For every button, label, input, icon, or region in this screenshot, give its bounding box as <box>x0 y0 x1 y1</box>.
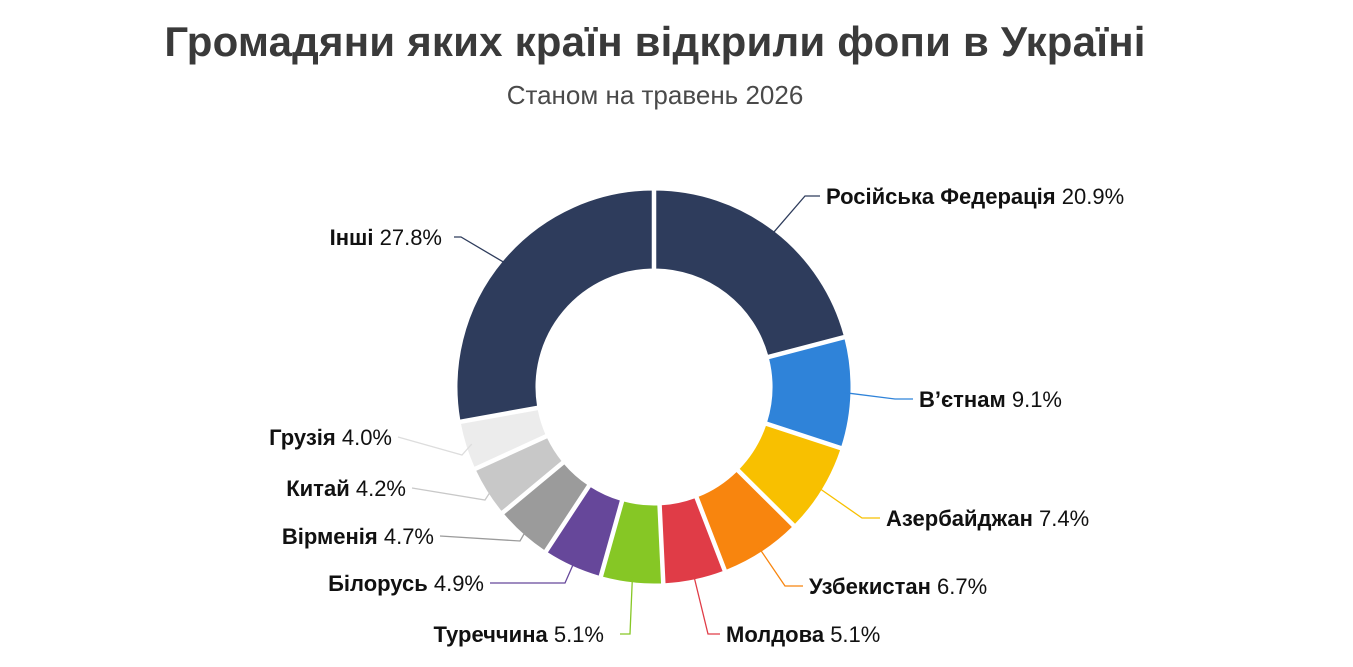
slice-label-name: Узбекистан <box>809 574 937 599</box>
slice-label-value: 4.9% <box>434 571 484 596</box>
slice-label-value: 20.9% <box>1062 184 1124 209</box>
leader-line-9 <box>397 436 473 456</box>
slice-label-name: Вірменія <box>282 524 384 549</box>
slice-0 <box>655 189 845 356</box>
chart-subtitle: Станом на травень 2026 <box>506 80 804 110</box>
chart-title: Громадяни яких країн відкрили фопи в Укр… <box>164 18 1146 65</box>
slice-7 <box>503 463 589 552</box>
leader-line-0 <box>770 195 820 237</box>
slice-label-name: Молдова <box>726 622 830 647</box>
leader-line-6 <box>490 560 576 584</box>
leader-line-8 <box>411 487 493 501</box>
slice-6 <box>546 486 621 577</box>
leader-line-2 <box>816 486 880 519</box>
slice-label-name: Туреччина <box>433 622 553 647</box>
slice-label-value: 6.7% <box>937 574 987 599</box>
slice-label-value: 5.1% <box>554 622 604 647</box>
slice-label-name: Білорусь <box>328 571 434 596</box>
slice-label-4: Молдова 5.1% <box>726 622 880 647</box>
slice-label-value: 4.7% <box>384 524 434 549</box>
leader-line-10 <box>454 236 508 266</box>
slice-label-5: Туреччина 5.1% <box>433 622 604 647</box>
slice-10 <box>456 189 653 421</box>
slice-label-value: 7.4% <box>1039 506 1089 531</box>
leader-line-3 <box>757 546 803 587</box>
slice-label-8: Китай 4.2% <box>286 476 406 501</box>
slice-label-3: Узбекистан 6.7% <box>809 574 987 599</box>
slice-label-name: Грузія <box>269 425 342 450</box>
slice-label-value: 27.8% <box>380 225 442 250</box>
slice-label-10: Інші 27.8% <box>330 225 442 250</box>
slice-label-value: 4.2% <box>356 476 406 501</box>
slice-label-name: Російська Федерація <box>826 184 1062 209</box>
slice-label-name: Інші <box>330 225 380 250</box>
slice-label-value: 4.0% <box>342 425 392 450</box>
slice-label-1: В’єтнам 9.1% <box>919 387 1062 412</box>
slice-label-6: Білорусь 4.9% <box>328 571 484 596</box>
slice-1 <box>766 338 852 448</box>
slice-4 <box>660 497 724 585</box>
slice-label-value: 5.1% <box>830 622 880 647</box>
slice-8 <box>475 437 563 513</box>
slice-label-9: Грузія 4.0% <box>269 425 392 450</box>
leader-line-7 <box>439 529 528 542</box>
slice-5 <box>601 500 663 585</box>
leader-line-4 <box>692 573 720 635</box>
slice-label-7: Вірменія 4.7% <box>282 524 434 549</box>
slice-2 <box>738 424 842 526</box>
slice-label-2: Азербайджан 7.4% <box>886 506 1089 531</box>
slice-label-value: 9.1% <box>1012 387 1062 412</box>
slice-label-0: Російська Федерація 20.9% <box>826 184 1124 209</box>
slice-label-name: Азербайджан <box>886 506 1039 531</box>
leader-line-5 <box>620 576 634 635</box>
slice-9 <box>459 409 547 468</box>
slice-label-name: Китай <box>286 476 356 501</box>
slice-3 <box>697 470 794 571</box>
slice-label-name: В’єтнам <box>919 387 1012 412</box>
leader-line-1 <box>844 392 913 400</box>
